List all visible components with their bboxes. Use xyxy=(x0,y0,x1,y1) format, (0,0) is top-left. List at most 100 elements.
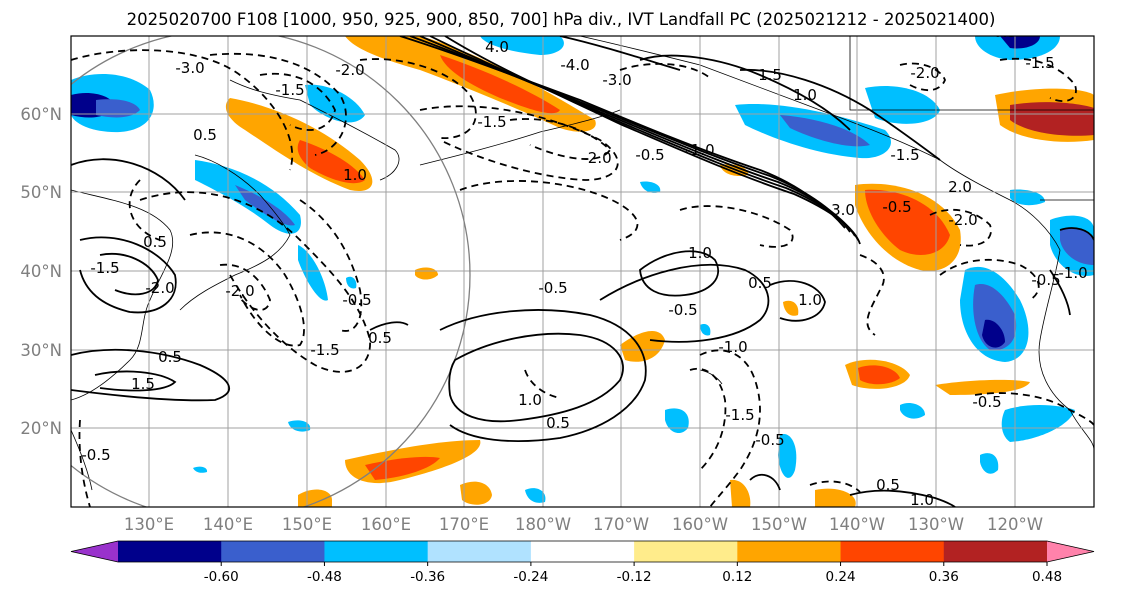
colorbar-tick-label: 0.36 xyxy=(929,569,959,585)
shading-blue-patch xyxy=(900,403,925,419)
lat-label: 40°N xyxy=(20,262,62,281)
colorbar-segment xyxy=(427,541,532,562)
contour-label: -2.0 xyxy=(582,149,611,167)
contour-line xyxy=(439,309,647,442)
shading-red-patch xyxy=(297,140,365,184)
lon-label: 140°W xyxy=(829,515,885,534)
contour-labels: -3.0 -2.0 4.0 -4.0 -3.0 -1.5 -2.0 1.0 1.… xyxy=(81,36,1087,509)
gridlines xyxy=(71,36,1094,507)
contour-line xyxy=(429,36,859,241)
shading-orange-patch xyxy=(460,481,492,505)
contour-label: -0.5 xyxy=(342,291,371,309)
contour-label: 1.0 xyxy=(343,166,367,184)
contour-line xyxy=(448,332,624,423)
contour-label: -0.5 xyxy=(668,301,697,319)
colorbar-segment xyxy=(840,541,945,562)
map-panel: -3.0 -2.0 4.0 -4.0 -3.0 -1.5 -2.0 1.0 1.… xyxy=(70,35,1095,509)
colorbar-segment xyxy=(324,541,429,562)
contour-label: -3.0 xyxy=(602,71,631,89)
contour-label: -2.0 xyxy=(335,61,364,79)
shading-red-patch xyxy=(440,55,560,114)
contour-label: -1.5 xyxy=(890,146,919,164)
contour-label: 1.5 xyxy=(758,66,782,84)
lat-label: 60°N xyxy=(20,105,62,124)
shading-orange-patch xyxy=(935,379,1030,395)
contour-line xyxy=(639,54,851,131)
coastline-canada xyxy=(1040,36,1094,201)
contour-line xyxy=(79,236,177,314)
lon-label: 170°E xyxy=(439,515,489,534)
contour-label: 1.0 xyxy=(688,244,712,262)
contour-line xyxy=(974,392,1094,426)
shading-darkblue-patch xyxy=(1000,36,1040,49)
shading-red-patch xyxy=(365,456,440,480)
longitude-labels: 130°E 140°E 150°E 160°E 170°E 180°W 170°… xyxy=(124,515,1043,534)
contour-line xyxy=(94,370,177,392)
contour-label: 0.5 xyxy=(158,348,182,366)
shading-blue-patch xyxy=(778,434,797,478)
contour-label: 0.5 xyxy=(193,126,217,144)
shading-blue-patch xyxy=(346,276,357,289)
range-circle xyxy=(71,36,471,507)
contour-label: -1.5 xyxy=(477,113,506,131)
colorbar-segment xyxy=(943,541,1048,562)
contour-line xyxy=(849,489,956,507)
contour-line xyxy=(299,199,363,332)
contour-label: -1.5 xyxy=(310,341,339,359)
contours-positive xyxy=(71,36,1094,507)
contour-label: 0.5 xyxy=(143,233,167,251)
contour-line xyxy=(219,263,271,311)
contour-label: 3.0 xyxy=(831,201,855,219)
contour-line xyxy=(599,263,770,343)
contour-line xyxy=(639,250,720,297)
figure-title: 2025020700 F108 [1000, 950, 925, 900, 85… xyxy=(127,10,996,29)
shading-blue-patch xyxy=(780,115,870,147)
contour-line xyxy=(71,49,294,171)
colorbar-outline xyxy=(70,540,1095,563)
contour-label: -1.5 xyxy=(275,81,304,99)
lon-label: 150°W xyxy=(751,515,807,534)
contour-line xyxy=(71,158,186,201)
shading-orange-patch xyxy=(815,488,856,507)
contour-label: -0.5 xyxy=(538,279,567,297)
contour-label: 1.0 xyxy=(910,491,934,509)
shading-blue-patch xyxy=(980,453,999,474)
colorbar-segment xyxy=(118,541,222,562)
contour-label: -0.5 xyxy=(1031,271,1060,289)
lon-label: 160°E xyxy=(361,515,411,534)
contour-label: 0.5 xyxy=(748,274,772,292)
contour-line xyxy=(509,118,612,160)
shading-blue-patch xyxy=(1060,228,1094,265)
shading-blue-patch xyxy=(305,84,365,123)
coastline-japan xyxy=(179,154,291,311)
colorbar-tick-label: -0.48 xyxy=(307,569,342,585)
coastlines xyxy=(71,36,1094,491)
shading-blue-patch xyxy=(235,185,295,226)
colorbar-segment xyxy=(530,541,635,562)
contour-line xyxy=(929,208,992,247)
coastline-bc xyxy=(849,36,1094,111)
colorbar-segment xyxy=(634,541,738,562)
contour-line xyxy=(559,36,681,71)
contour-label: -0.5 xyxy=(972,393,1001,411)
coastline-islands xyxy=(71,429,93,491)
contour-label: -0.5 xyxy=(81,446,110,464)
shading-orange-patch xyxy=(620,330,665,362)
lon-label: 180°W xyxy=(515,515,571,534)
contour-line xyxy=(689,367,727,471)
contour-label: 0.5 xyxy=(876,476,900,494)
lon-label: 130°E xyxy=(124,515,174,534)
contour-line xyxy=(139,191,371,373)
contour-line xyxy=(99,253,159,296)
lon-label: 150°E xyxy=(282,515,332,534)
shading-blue-patch xyxy=(525,488,546,503)
contours-negative xyxy=(71,49,1094,507)
contour-line xyxy=(189,231,305,347)
contour-label: -1.5 xyxy=(1025,54,1054,72)
contour-line xyxy=(419,36,856,237)
contour-line xyxy=(749,473,781,491)
contour-label: 1.0 xyxy=(518,391,542,409)
contour-label: -2.0 xyxy=(145,279,174,297)
lon-label: 160°W xyxy=(672,515,728,534)
